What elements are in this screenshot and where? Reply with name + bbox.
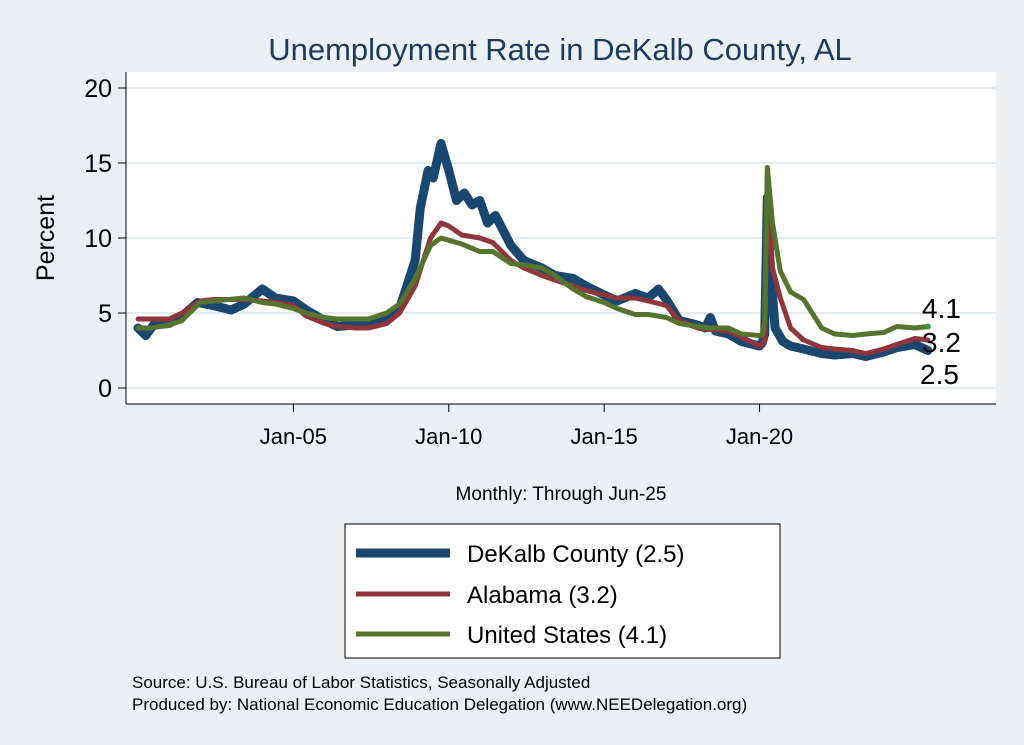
end-labels: 2.53.24.1: [920, 293, 961, 390]
end-point-marker: [924, 323, 931, 330]
end-label-dekalb: 2.5: [920, 359, 959, 390]
y-ticks: 0 5 10 15 20: [84, 75, 126, 403]
x-ticks: Jan-05 Jan-10 Jan-15 Jan-20: [260, 404, 793, 449]
y-tick-label: 5: [98, 300, 112, 328]
chart-title: Unemployment Rate in DeKalb County, AL: [268, 32, 852, 67]
legend: DeKalb County (2.5) Alabama (3.2) United S…: [344, 523, 781, 659]
legend-entries: DeKalb County (2.5) Alabama (3.2) United S…: [356, 541, 684, 649]
series-line-us: [135, 165, 931, 338]
y-tick-label: 0: [98, 375, 112, 403]
source-line: Source: U.S. Bureau of Labor Statistics,…: [132, 673, 590, 692]
x-tick-label: Jan-10: [415, 424, 482, 449]
y-tick-label: 20: [84, 75, 112, 103]
series-layer: [133, 139, 933, 361]
x-tick-label: Jan-15: [571, 424, 638, 449]
x-tick-label: Jan-20: [726, 424, 793, 449]
end-label-alabama: 3.2: [922, 327, 961, 358]
end-label-us: 4.1: [922, 293, 961, 324]
x-axis-note: Monthly: Through Jun-25: [456, 484, 667, 505]
y-axis-title: Percent: [32, 195, 60, 281]
legend-label-dekalb: DeKalb County (2.5): [467, 541, 684, 568]
y-tick-label: 15: [84, 150, 112, 178]
producer-line: Produced by: National Economic Education…: [132, 695, 747, 714]
legend-label-us: United States (4.1): [467, 622, 667, 649]
grid-lines: [126, 87, 996, 389]
legend-label-alabama: Alabama (3.2): [467, 582, 618, 609]
y-tick-label: 10: [84, 225, 112, 253]
x-tick-label: Jan-05: [260, 424, 327, 449]
